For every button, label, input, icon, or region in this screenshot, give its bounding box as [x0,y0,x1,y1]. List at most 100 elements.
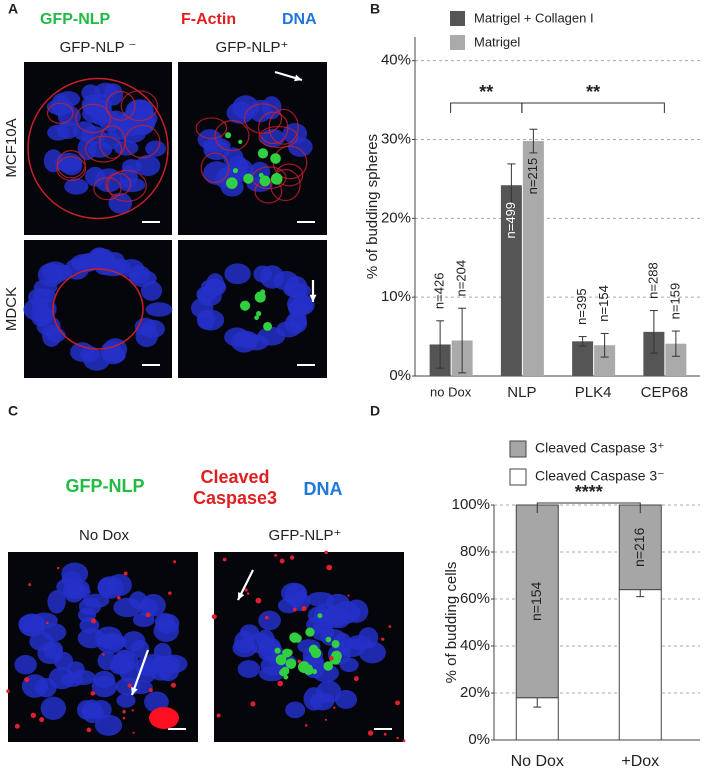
y-tick-label: 80% [460,543,490,560]
nucleus [283,283,311,298]
nucleus [94,714,123,736]
actin [214,120,250,152]
gfp [225,132,232,139]
gfp [263,321,273,331]
panel-label: D [370,403,380,419]
n-label: n=204 [454,260,469,297]
nucleus [118,177,146,193]
caspase [274,553,278,557]
n-label: n=216 [631,527,647,567]
caspase [46,621,49,625]
caspase [56,566,60,570]
caspase [255,597,262,604]
x-tick-label: no Dox [430,384,472,399]
gfp [254,315,259,321]
arrow-head [294,74,302,82]
n-label: n=154 [596,285,611,322]
actin [56,156,87,182]
caspase [6,689,10,693]
actin [243,103,283,134]
gfp [257,148,269,159]
legend-label: Matrigel + Collagen I [474,10,594,25]
nucleus [77,700,96,720]
nucleus [237,660,261,678]
legend-label: Cleaved Caspase 3⁺ [535,440,665,456]
nucleus [231,331,258,353]
caspase [250,701,256,707]
actin [258,125,299,149]
significance-bracket [521,102,665,113]
scale-bar [142,221,160,223]
nucleus [334,689,358,709]
nucleus [77,628,105,649]
nucleus [80,345,100,363]
panel-label: C [8,403,18,419]
caspase [173,560,177,564]
nucleus [320,629,346,647]
nucleus [116,693,136,708]
bar [594,345,616,376]
caspase [324,718,327,721]
nucleus [93,670,116,689]
nucleus [145,302,173,317]
scale-bar [374,728,392,730]
caspase [326,564,333,571]
caspase [122,716,126,720]
actin [93,176,122,201]
gfp [285,658,297,669]
actin [200,152,230,184]
y-tick-label: 10% [381,288,411,305]
nucleus [77,607,96,623]
nucleus [232,638,258,658]
caspase [127,683,132,688]
legend-label: Cleaved Caspase 3⁻ [535,468,665,484]
caspase [329,656,334,661]
nucleus [338,638,366,658]
caspase [222,557,227,562]
nucleus [325,593,350,612]
gfp [325,636,332,643]
legend-swatch [509,468,527,486]
gfp [323,661,333,671]
n-label: n=154 [528,581,544,621]
caspase [90,691,96,696]
caspase [367,730,374,736]
nucleus [94,82,118,99]
nucleus [99,633,127,651]
significance-label: ** [479,82,493,102]
caspase [216,713,221,718]
stain-label: Caspase3 [193,488,277,508]
nucleus [14,655,37,675]
caspase [14,723,20,729]
row-label: MCF10A [3,118,20,177]
caspase [145,612,151,618]
n-label: n=395 [574,288,589,325]
gfp [289,632,300,643]
caspase [39,717,45,723]
nucleus [61,562,89,585]
caspase [244,588,248,592]
caspase [132,731,135,734]
gfp [232,167,239,174]
nucleus [155,613,180,634]
nucleus [129,591,148,609]
actin [84,135,123,163]
caspase [211,614,217,620]
column-label: GFP-NLP⁺ [269,527,342,544]
nucleus [82,593,110,608]
nucleus [132,612,155,627]
nucleus [82,104,108,124]
y-tick-label: 30% [381,130,411,147]
caspase [246,592,250,595]
gfp [313,649,321,657]
micrographs [6,62,406,743]
bar-segment [618,504,662,591]
scale-bar [297,364,315,366]
x-tick-label: +Dox [621,753,659,770]
scale-bar [297,221,315,223]
gfp [256,310,262,317]
arrow [130,649,150,696]
nucleus [77,137,97,161]
gfp [270,153,281,164]
